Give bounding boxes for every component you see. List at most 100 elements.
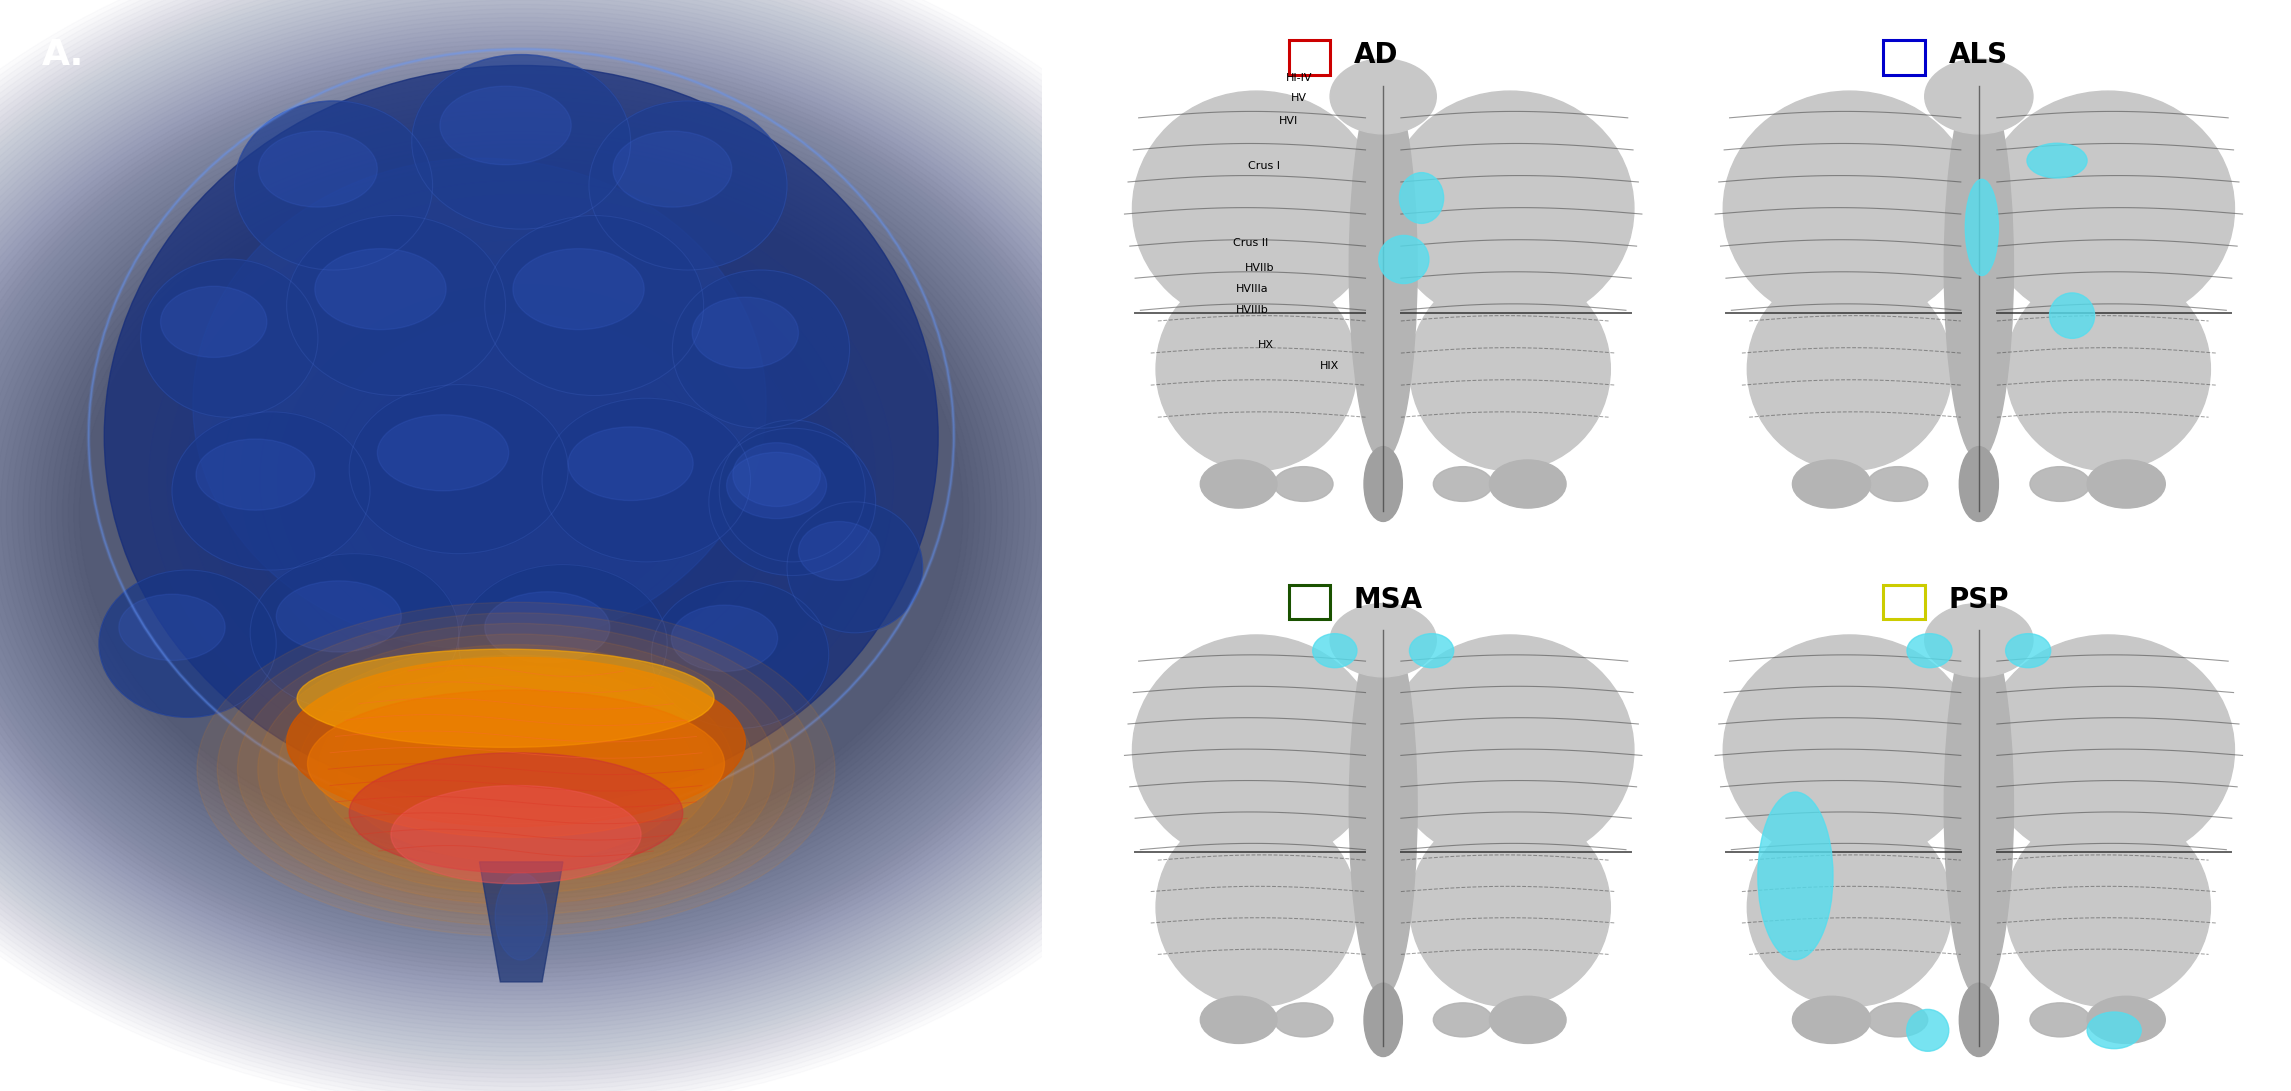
Ellipse shape <box>259 634 774 904</box>
Ellipse shape <box>186 209 857 751</box>
Ellipse shape <box>1132 92 1379 326</box>
Ellipse shape <box>719 420 866 562</box>
Ellipse shape <box>1434 1003 1491 1036</box>
Ellipse shape <box>353 344 690 616</box>
Text: HVIIIa: HVIIIa <box>1235 284 1269 293</box>
Ellipse shape <box>2087 1012 2142 1048</box>
FancyBboxPatch shape <box>1290 40 1331 75</box>
Ellipse shape <box>2007 267 2211 470</box>
Ellipse shape <box>2030 467 2089 502</box>
Text: HI-IV: HI-IV <box>1285 73 1313 83</box>
Ellipse shape <box>1274 1003 1333 1036</box>
Ellipse shape <box>1867 1003 1927 1036</box>
Ellipse shape <box>1959 446 1998 521</box>
Ellipse shape <box>486 215 703 396</box>
Ellipse shape <box>1132 635 1379 865</box>
Ellipse shape <box>250 553 458 712</box>
Text: ALS: ALS <box>1950 41 2007 69</box>
Text: PSP: PSP <box>1950 586 2009 613</box>
Ellipse shape <box>1200 460 1276 508</box>
Ellipse shape <box>1409 807 1611 1007</box>
Ellipse shape <box>2005 634 2050 668</box>
Ellipse shape <box>286 215 506 396</box>
Ellipse shape <box>800 521 880 580</box>
Ellipse shape <box>277 645 754 894</box>
Ellipse shape <box>1489 460 1567 508</box>
Ellipse shape <box>218 613 816 925</box>
Ellipse shape <box>1906 634 1952 668</box>
Polygon shape <box>479 862 564 982</box>
Ellipse shape <box>348 753 683 873</box>
Text: MSA: MSA <box>1354 586 1423 613</box>
Ellipse shape <box>392 786 641 884</box>
Ellipse shape <box>412 55 630 229</box>
Text: HVIIb: HVIIb <box>1244 263 1274 273</box>
Ellipse shape <box>286 657 745 827</box>
FancyBboxPatch shape <box>1290 585 1331 620</box>
Text: HIX: HIX <box>1320 361 1338 371</box>
Ellipse shape <box>495 873 548 960</box>
Ellipse shape <box>1434 467 1491 502</box>
Ellipse shape <box>1400 172 1443 224</box>
Ellipse shape <box>1924 59 2032 134</box>
Ellipse shape <box>296 299 747 661</box>
Ellipse shape <box>1157 267 1356 470</box>
Ellipse shape <box>1349 620 1418 996</box>
Ellipse shape <box>1982 635 2234 865</box>
Ellipse shape <box>348 385 568 554</box>
Ellipse shape <box>1867 467 1927 502</box>
Ellipse shape <box>614 131 731 207</box>
Ellipse shape <box>1313 634 1356 668</box>
Ellipse shape <box>1723 635 1975 865</box>
Ellipse shape <box>2028 143 2087 178</box>
Ellipse shape <box>259 131 378 207</box>
Ellipse shape <box>1982 92 2234 326</box>
Ellipse shape <box>241 254 802 706</box>
Ellipse shape <box>458 565 667 723</box>
Text: Crus I: Crus I <box>1249 161 1281 171</box>
Ellipse shape <box>692 297 800 369</box>
Text: HVIIIb: HVIIIb <box>1235 305 1269 315</box>
Ellipse shape <box>1945 620 2014 996</box>
Ellipse shape <box>651 580 829 729</box>
Ellipse shape <box>197 439 314 511</box>
Ellipse shape <box>513 249 644 329</box>
Ellipse shape <box>2087 996 2165 1043</box>
Ellipse shape <box>314 314 729 646</box>
Ellipse shape <box>1945 75 2014 460</box>
Ellipse shape <box>543 398 751 562</box>
Ellipse shape <box>1274 467 1333 502</box>
Ellipse shape <box>160 286 266 358</box>
Ellipse shape <box>2007 807 2211 1007</box>
Ellipse shape <box>1723 92 1975 326</box>
Ellipse shape <box>1363 983 1402 1056</box>
Ellipse shape <box>1409 634 1455 668</box>
Ellipse shape <box>277 580 401 652</box>
Ellipse shape <box>149 180 893 780</box>
Ellipse shape <box>1331 603 1436 676</box>
Ellipse shape <box>1386 635 1633 865</box>
Ellipse shape <box>788 502 923 633</box>
Ellipse shape <box>105 65 939 807</box>
Ellipse shape <box>204 225 839 735</box>
Ellipse shape <box>192 158 765 649</box>
Text: HX: HX <box>1258 340 1274 350</box>
Ellipse shape <box>1906 1009 1950 1052</box>
Ellipse shape <box>1792 996 1869 1043</box>
Ellipse shape <box>671 269 850 428</box>
Ellipse shape <box>589 101 788 271</box>
Ellipse shape <box>238 623 795 915</box>
Ellipse shape <box>2030 1003 2089 1036</box>
Ellipse shape <box>1386 92 1633 326</box>
Ellipse shape <box>378 415 509 491</box>
Ellipse shape <box>2050 292 2094 338</box>
Ellipse shape <box>568 427 694 501</box>
Ellipse shape <box>1924 603 2032 676</box>
Ellipse shape <box>440 86 570 165</box>
Ellipse shape <box>277 284 765 676</box>
Text: HVI: HVI <box>1278 116 1297 125</box>
Ellipse shape <box>172 411 371 570</box>
Ellipse shape <box>1748 807 1952 1007</box>
Ellipse shape <box>119 595 225 660</box>
Ellipse shape <box>1966 179 1998 276</box>
